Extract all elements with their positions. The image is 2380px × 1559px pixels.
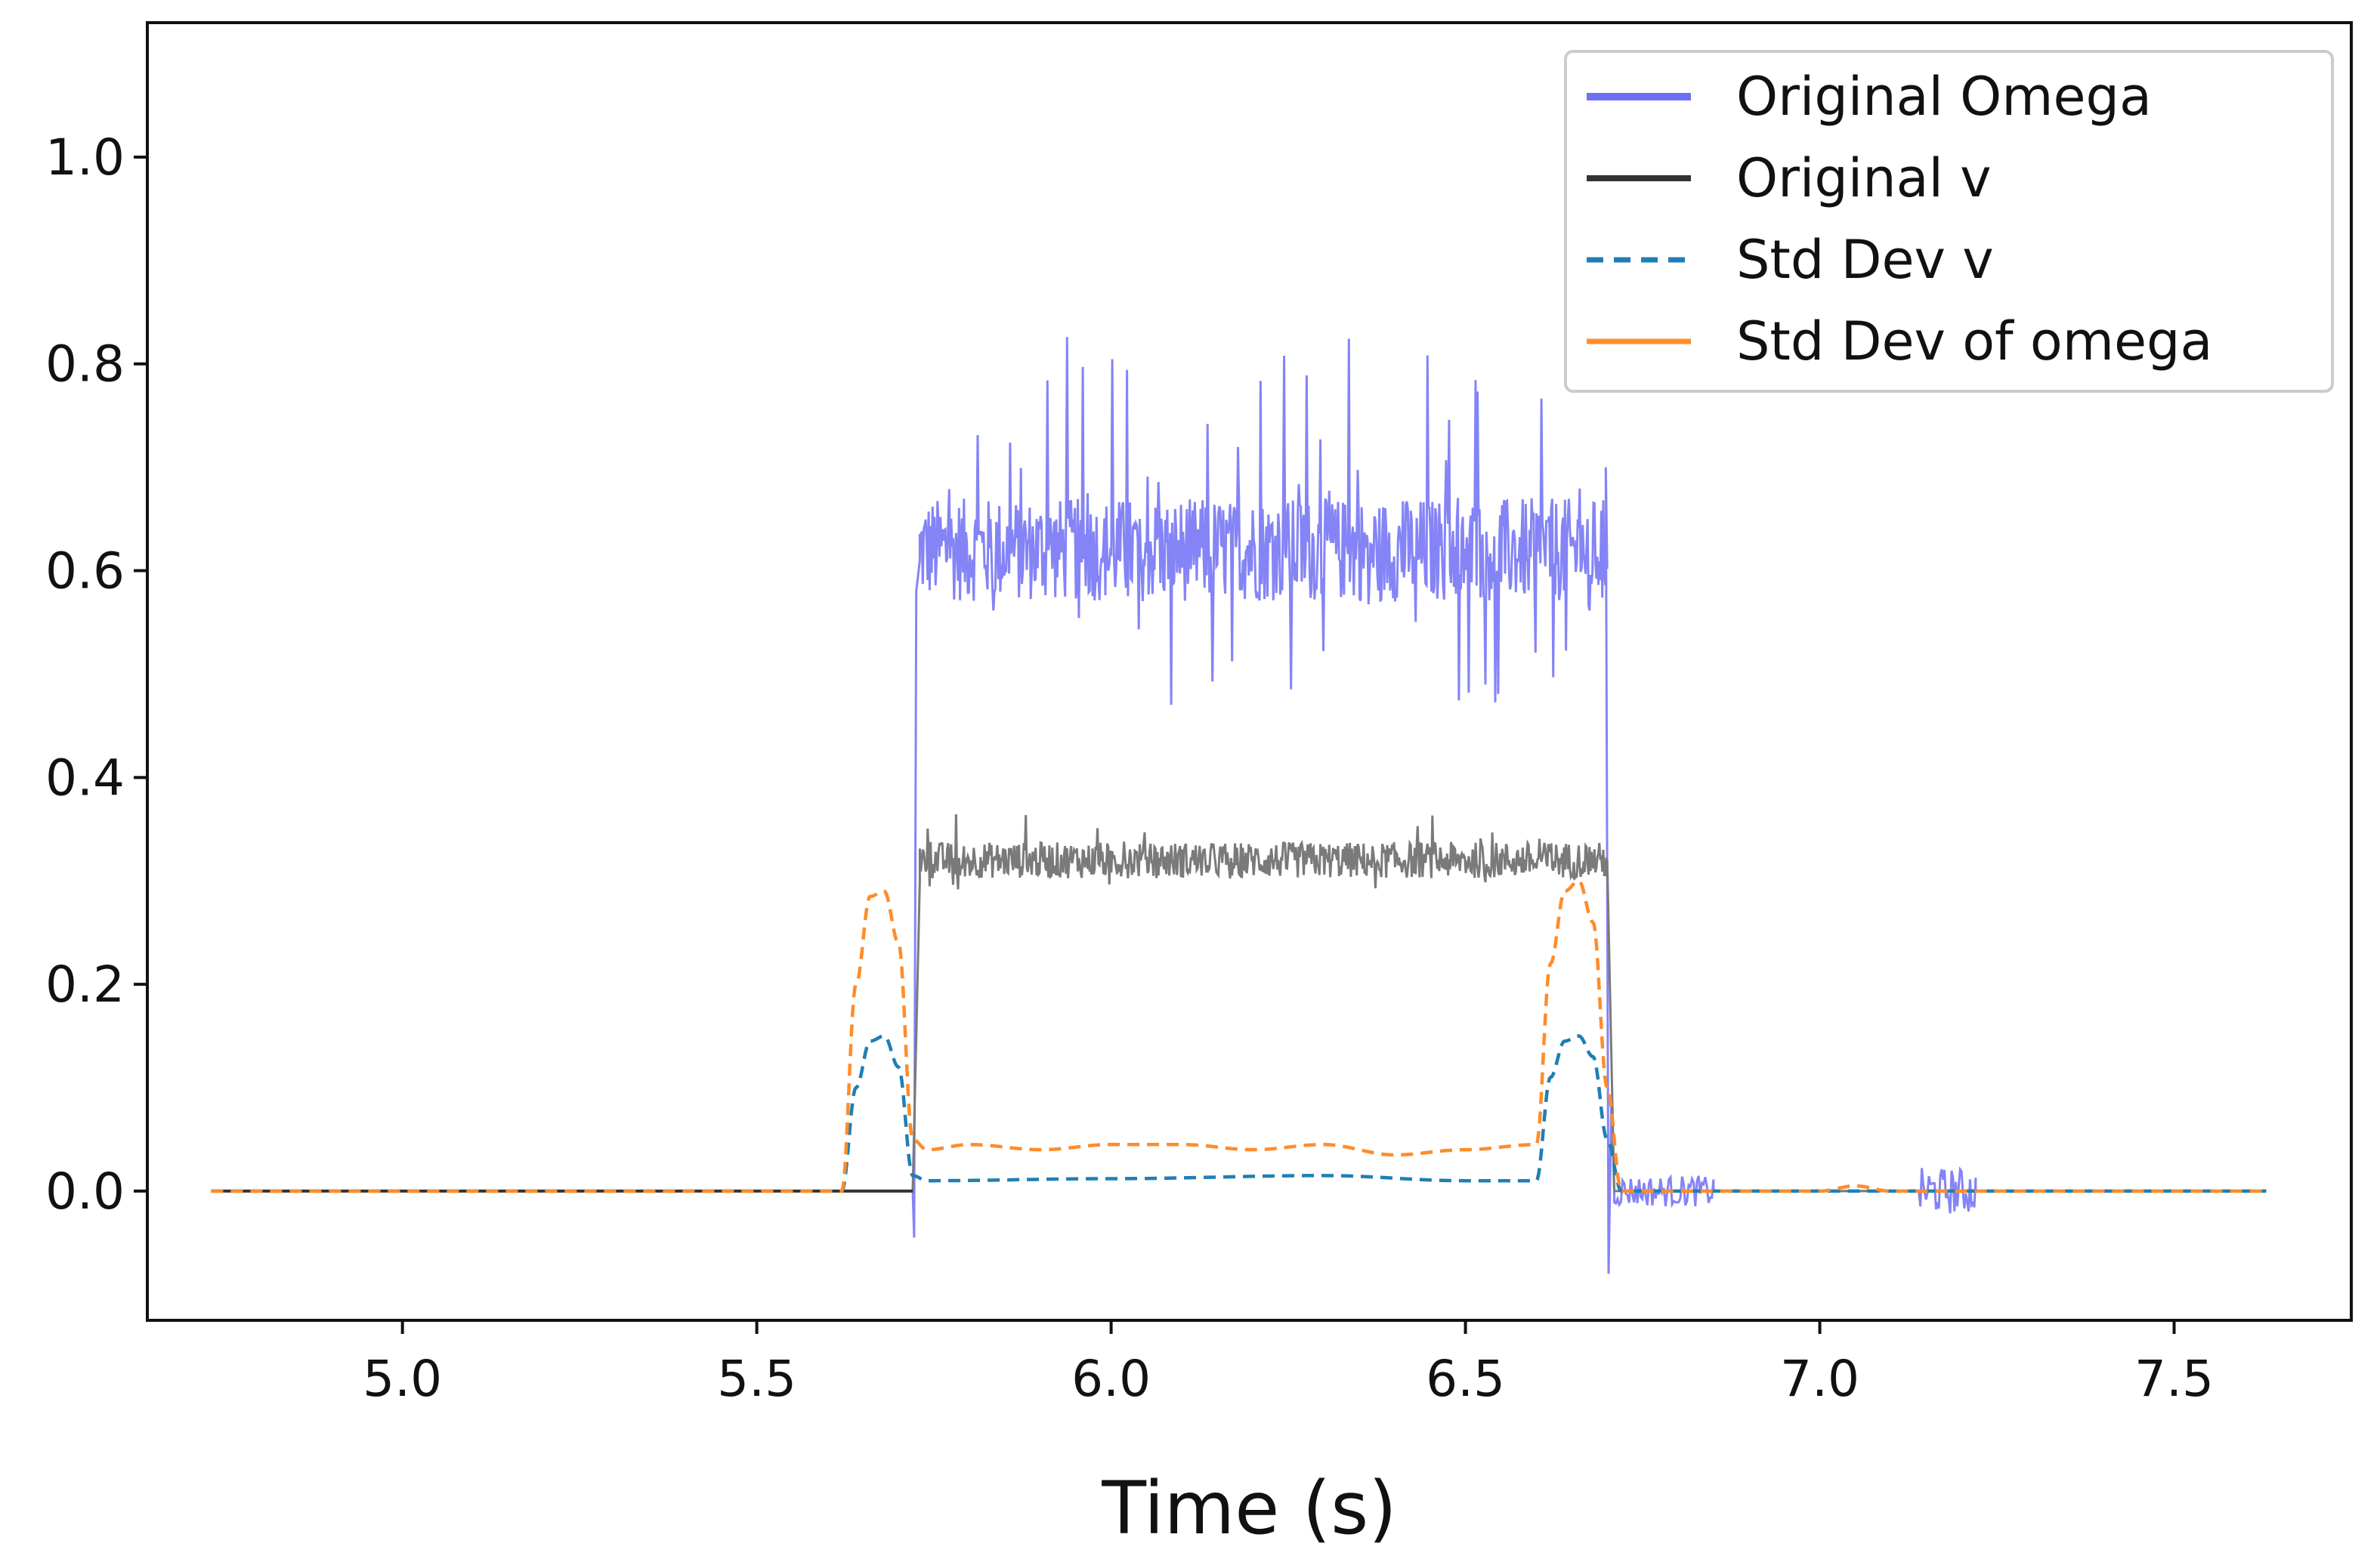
series-std-dev-omega [211, 878, 2267, 1193]
legend-label-std-dev-v: Std Dev v [1736, 229, 1994, 291]
legend-box [1564, 50, 2334, 393]
legend-label-original-omega: Original Omega [1736, 66, 2152, 128]
x-tick-label: 5.5 [717, 1350, 796, 1408]
series-std-dev-v [211, 1034, 2267, 1193]
series-layer [211, 337, 2267, 1274]
x-tick-label: 7.0 [1780, 1350, 1859, 1408]
plot-frame [146, 21, 2353, 1322]
x-axis-label: Time (s) [1101, 1466, 1396, 1551]
y-tick-label: 0.2 [45, 955, 125, 1014]
x-tick-label: 6.0 [1071, 1350, 1151, 1408]
legend: Original Omega Original v Std Dev v Std … [1564, 50, 2334, 393]
x-tick-label: 7.5 [2134, 1350, 2214, 1408]
x-tick-label: 6.5 [1426, 1350, 1505, 1408]
ticks-layer: 5.0 5.5 6.0 6.5 7.0 7.5 0.0 0.2 0.4 0.6 0.8 1.0 [45, 128, 2214, 1408]
x-tick-label: 5.0 [363, 1350, 442, 1408]
y-tick-label: 0.4 [45, 749, 125, 807]
series-original-v [211, 814, 2267, 1193]
series-original-omega [211, 337, 2267, 1274]
y-tick-label: 0.8 [45, 335, 125, 394]
legend-label-std-dev-omega: Std Dev of omega [1736, 310, 2212, 372]
legend-label-original-v: Original v [1736, 147, 1992, 209]
y-tick-label: 1.0 [45, 128, 125, 187]
y-tick-label: 0.0 [45, 1162, 125, 1221]
y-tick-label: 0.6 [45, 542, 125, 600]
